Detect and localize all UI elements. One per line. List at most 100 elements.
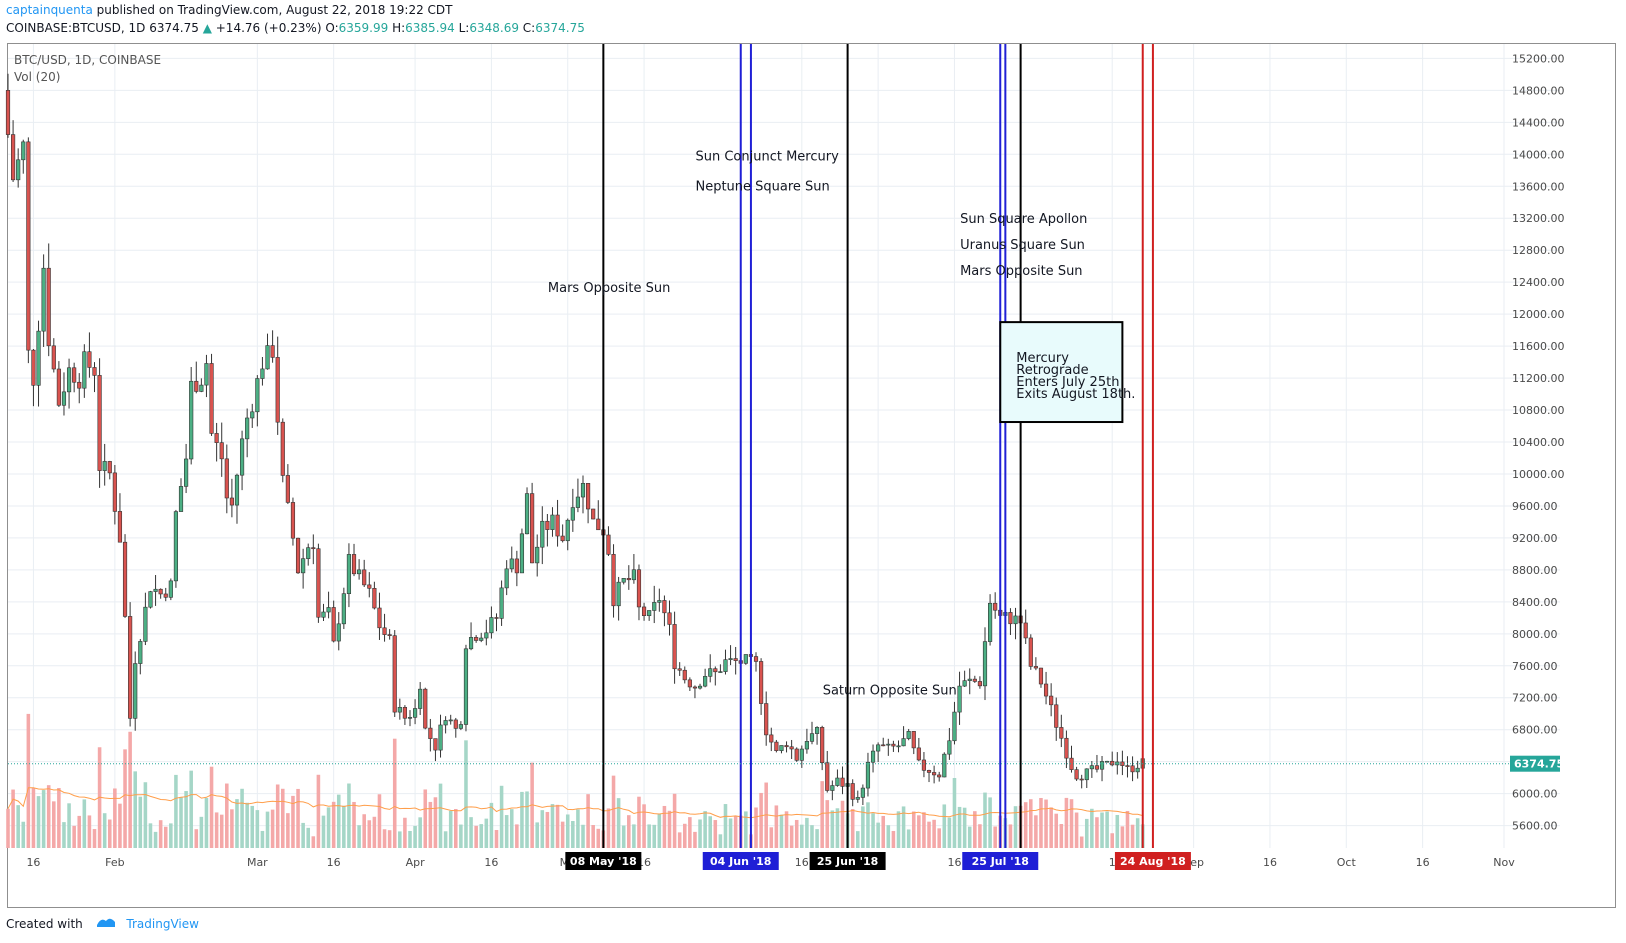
volume-bar (418, 817, 422, 848)
volume-bar (560, 821, 565, 848)
volume-bar (1008, 824, 1013, 848)
low-value: 6348.69 (469, 21, 519, 35)
volume-bar (331, 801, 336, 848)
candle (840, 777, 845, 787)
candle (972, 678, 977, 682)
x-tick-label: 16 (484, 856, 498, 869)
candle (881, 744, 886, 747)
volume-bar (713, 820, 718, 848)
candle (586, 483, 591, 510)
candle (438, 724, 443, 751)
publish-info: captainquenta published on TradingView.c… (6, 2, 453, 18)
author-link[interactable]: captainquenta (6, 3, 93, 17)
tradingview-logo-icon[interactable] (95, 915, 117, 935)
retrograde-box-text: Exits August 18th. (1016, 387, 1135, 402)
time-axis: 16FebMar16Apr16Ma1616Jul161Sep16Oct16Nov (26, 856, 1515, 869)
volume-bar (611, 775, 616, 848)
candle (545, 520, 550, 530)
candle (906, 731, 911, 739)
volume-bar (423, 789, 428, 848)
candle (988, 602, 993, 642)
candle (448, 719, 453, 722)
y-tick-label: 5600.00 (1512, 820, 1558, 833)
close-value: 6374.75 (535, 21, 585, 35)
event-lines (602, 44, 1154, 848)
volume-bar (403, 817, 407, 848)
candle (316, 548, 321, 618)
volume-bar (550, 804, 555, 848)
volume-bar (1059, 824, 1064, 848)
candle (229, 497, 234, 506)
candle (1049, 695, 1054, 706)
candle (224, 458, 229, 499)
last-price-label: 6374.75 (1514, 758, 1564, 771)
candle (784, 745, 789, 748)
volume-bar (275, 784, 280, 848)
date-flag-label: 25 Jun '18 (817, 855, 878, 868)
candle (621, 578, 626, 583)
volume-bar (835, 808, 840, 848)
candle (809, 733, 815, 742)
candle (92, 367, 97, 376)
volume-bar (306, 827, 311, 848)
volume-bar (672, 793, 677, 848)
y-tick-label: 13200.00 (1512, 212, 1565, 225)
volume-bar (545, 811, 550, 848)
candle (662, 600, 667, 614)
candle (239, 438, 245, 476)
volume-bar (1095, 817, 1099, 848)
candle (530, 493, 535, 564)
candle (326, 607, 331, 613)
candle (255, 378, 260, 413)
candle (468, 637, 474, 650)
volume-bar (728, 818, 733, 848)
tradingview-link[interactable]: TradingView (126, 917, 199, 931)
candle (1038, 667, 1044, 685)
volume-bar (250, 805, 255, 848)
candle (830, 785, 835, 791)
volume-bars (6, 713, 1145, 848)
y-tick-label: 14000.00 (1512, 148, 1565, 161)
candle (993, 602, 998, 611)
date-flag (702, 852, 779, 870)
candle (723, 659, 728, 672)
volume-legend: Vol (20) (14, 70, 60, 84)
candle (285, 475, 290, 503)
candle (657, 600, 662, 603)
candle (901, 738, 906, 747)
volume-bar (296, 788, 300, 848)
y-tick-label: 6800.00 (1512, 724, 1558, 737)
volume-bar (627, 815, 631, 848)
volume-bar (464, 740, 468, 848)
volume-bar (1110, 833, 1114, 848)
date-flags: 08 May '18 04 Jun '18 25 Jun '18 25 Jul '18… (565, 852, 1191, 870)
volume-bar (316, 774, 321, 848)
volume-bar (1074, 812, 1079, 848)
x-tick-label: 1 (1109, 856, 1116, 869)
volume-bar (21, 821, 26, 848)
volume-bar (942, 804, 947, 848)
volume-bar (128, 731, 132, 848)
candle (779, 745, 784, 751)
candle (570, 507, 575, 521)
candle (952, 711, 957, 742)
y-tick-label: 10800.00 (1512, 404, 1565, 417)
candle (423, 688, 428, 729)
candle (204, 363, 209, 386)
candle (351, 554, 357, 575)
volume-bar (240, 788, 244, 848)
volume-bar (67, 803, 71, 848)
candle (1074, 769, 1079, 780)
volume-bar (494, 830, 499, 848)
y-tick-label: 11200.00 (1512, 372, 1565, 385)
volume-bar (311, 836, 316, 848)
candle (433, 738, 438, 751)
volume-bar (682, 823, 687, 848)
volume-bar (815, 829, 819, 848)
annotation-text: Mars Opposite Sun (960, 264, 1082, 279)
volume-bar (1084, 818, 1089, 848)
annotations: Mars Opposite Sun Sun Conjunct Mercury Nep… (548, 149, 1087, 698)
candle (1023, 622, 1028, 639)
